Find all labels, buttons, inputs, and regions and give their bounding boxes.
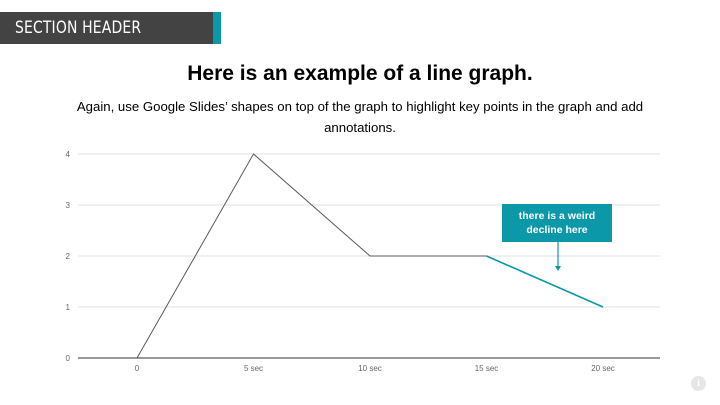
highlight-segment xyxy=(486,255,604,308)
section-header-accent xyxy=(213,12,221,44)
y-tick-label: 0 xyxy=(66,354,71,363)
section-header-bar: SECTION HEADER xyxy=(0,12,213,44)
x-tick-label: 5 sec xyxy=(244,364,263,373)
slide-subtitle: Again, use Google Slides’ shapes on top … xyxy=(76,99,644,135)
y-tick-label: 1 xyxy=(66,303,71,312)
annotation-text: there is a weird decline here xyxy=(518,210,596,236)
y-tick-label: 4 xyxy=(66,150,71,159)
slide-title: Here is an example of a line graph. xyxy=(187,62,533,85)
x-tick-label: 20 sec xyxy=(591,364,615,373)
section-header-label: SECTION HEADER xyxy=(15,18,142,38)
series-line xyxy=(136,153,487,359)
x-tick-label: 15 sec xyxy=(475,364,499,373)
y-tick-label: 3 xyxy=(66,201,71,210)
x-tick-label: 10 sec xyxy=(358,364,382,373)
info-icon[interactable]: i xyxy=(691,376,706,391)
annotation-callout: there is a weird decline here xyxy=(502,204,612,242)
y-tick-label: 2 xyxy=(66,252,71,261)
x-tick-label: 0 xyxy=(135,364,140,373)
annotation-arrow-head xyxy=(555,266,561,271)
